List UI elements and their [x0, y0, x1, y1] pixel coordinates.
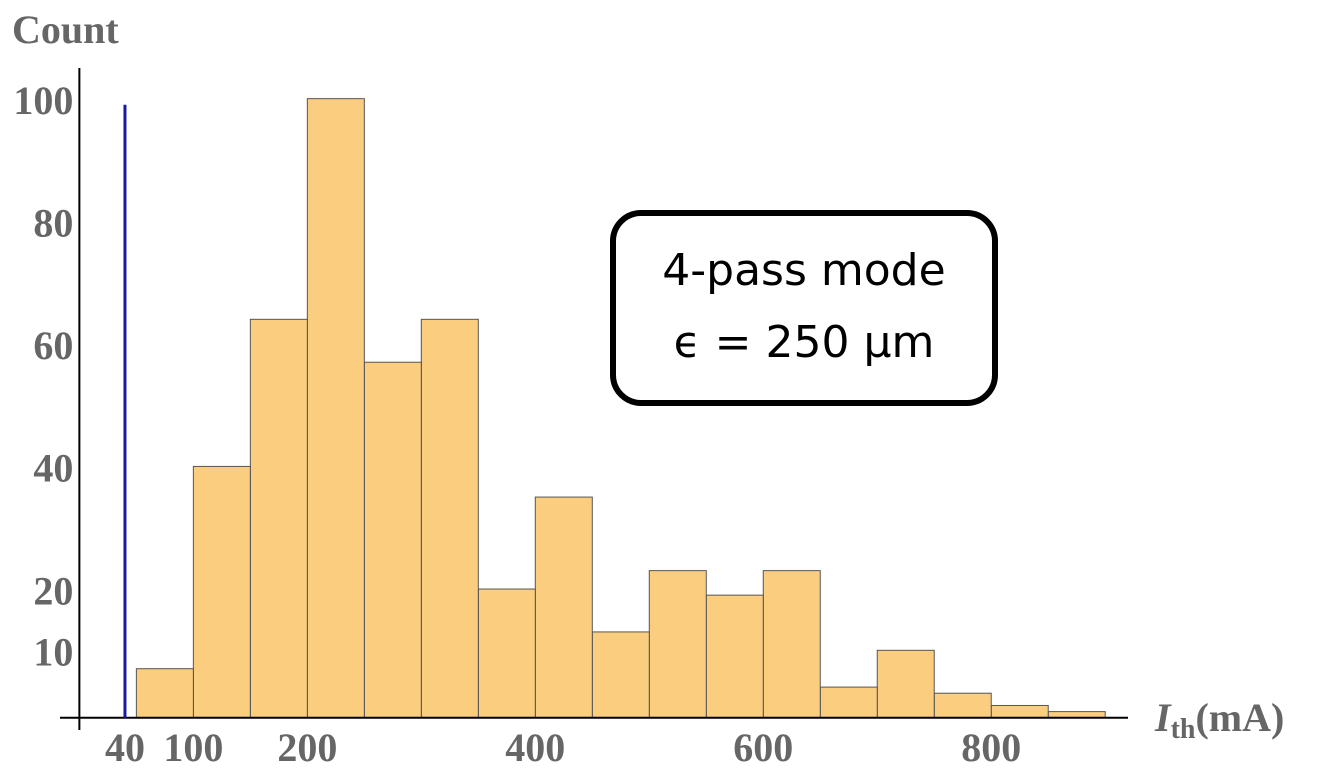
- bar: [534, 496, 593, 719]
- bar: [648, 570, 707, 719]
- y-tick-label: 60: [33, 323, 73, 368]
- bar: [306, 98, 365, 719]
- x-tick-label: 400: [505, 725, 565, 770]
- bar: [876, 649, 935, 719]
- y-tick-label: 80: [33, 201, 73, 246]
- x-tick-label: 800: [961, 725, 1021, 770]
- y-axis-label: Count: [12, 7, 119, 52]
- annotation-line: 4-pass mode: [662, 245, 945, 296]
- bar: [705, 594, 764, 719]
- bar: [477, 588, 536, 719]
- y-tick-label: 20: [33, 568, 73, 613]
- x-tick-label: 200: [277, 725, 337, 770]
- y-tick-label: 40: [33, 446, 73, 491]
- y-tick-label: 100: [13, 78, 73, 123]
- bar: [135, 668, 194, 719]
- bar: [762, 570, 821, 719]
- x-tick-label: 100: [163, 725, 223, 770]
- x-label-subscript: th: [1171, 714, 1196, 745]
- x-tick-label: 40: [105, 725, 145, 770]
- y-tick-label: 10: [33, 630, 73, 675]
- bar: [933, 692, 992, 719]
- annotation-line: ϵ = 250 μm: [674, 317, 935, 368]
- x-tick-label: 600: [733, 725, 793, 770]
- bar: [363, 361, 422, 719]
- bar: [420, 318, 479, 719]
- bar: [192, 465, 251, 719]
- x-axis-label: Ith(mA): [1154, 695, 1284, 745]
- bar: [819, 686, 878, 719]
- bar: [591, 631, 650, 719]
- bar: [249, 318, 308, 719]
- x-label-symbol: I: [1154, 695, 1172, 740]
- x-label-unit: (mA): [1195, 695, 1284, 740]
- annotation-box: [610, 210, 998, 406]
- bar: [990, 704, 1049, 719]
